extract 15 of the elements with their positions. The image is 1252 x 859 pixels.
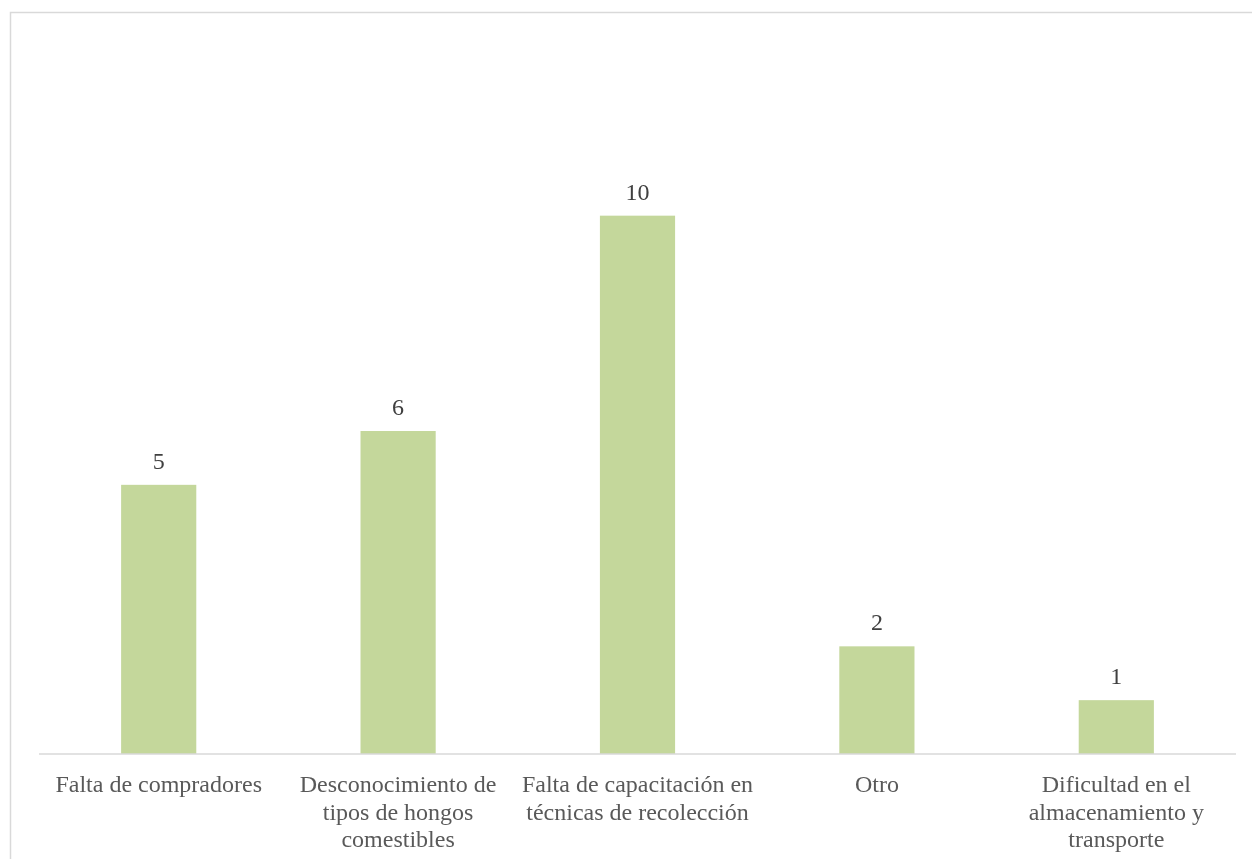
x-tick-label: Otro [854,771,899,797]
data-label: 6 [392,394,405,420]
data-label: 5 [152,447,165,474]
bar [121,484,197,754]
x-tick-label: Dificultad en el almacenamiento y transporte [1028,771,1204,852]
data-label: 1 [1110,663,1123,690]
bar [1078,700,1154,754]
data-label: 10 [625,178,650,205]
bar [360,431,436,754]
x-tick-label: Falta de capacitación en técnicas de recolección [521,771,754,825]
data-label: 2 [870,609,883,636]
bar [599,215,676,754]
x-tick-label: Desconocimiento de tipos de hongos comestibles [299,771,497,852]
x-tick-label: Falta de compradores [55,771,262,797]
bar [839,646,915,754]
